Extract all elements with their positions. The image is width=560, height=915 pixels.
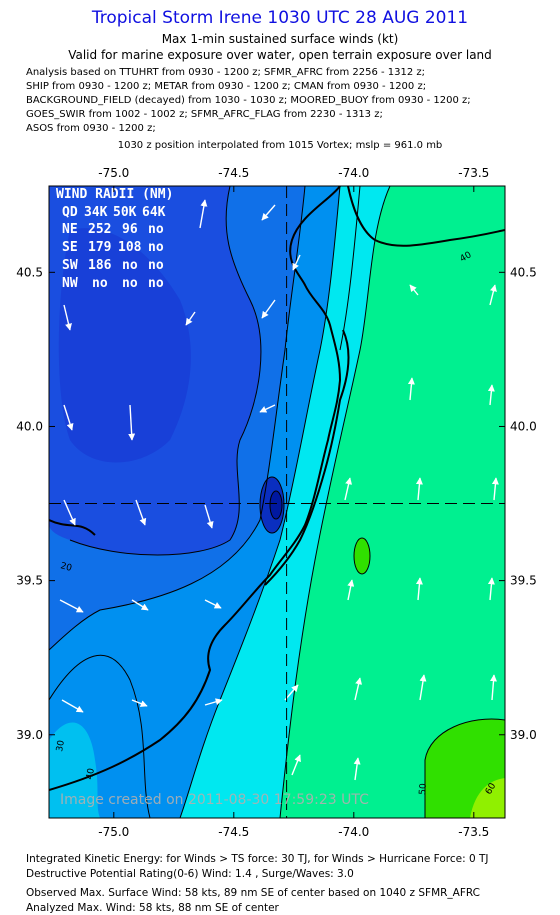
wind-radii-cell: no xyxy=(148,258,164,273)
wind-radii-cell: NW xyxy=(62,276,78,291)
wind-radii-cell: 108 xyxy=(118,240,142,255)
analysis-line: Analysis based on TTUHRT from 0930 - 120… xyxy=(26,67,426,78)
y-tick-label: 39.5 xyxy=(16,574,43,588)
wind-radii-legend: WIND RADII (NM) QD 34K 50K 64K NE 252 96… xyxy=(56,187,173,291)
contour-label: 40 xyxy=(85,767,97,780)
wind-radii-cell: 179 xyxy=(88,240,111,255)
wind-radii-cell: no xyxy=(122,258,138,273)
analyzed-max-wind: Analyzed Max. Wind: 58 kts, 88 nm SE of … xyxy=(26,902,279,914)
x-tick-label: -74.0 xyxy=(338,825,369,839)
wind-radii-row: SW 186 no no xyxy=(62,258,164,273)
y-tick-label: 39.0 xyxy=(16,728,43,742)
coastline xyxy=(49,186,505,791)
wind-radii-col: 64K xyxy=(142,205,166,220)
observed-max-wind: Observed Max. Surface Wind: 58 kts, 89 n… xyxy=(26,887,481,899)
wind-radii-cell: SE xyxy=(62,240,78,255)
analysis-line: SHIP from 0930 - 1200 z; METAR from 0930… xyxy=(26,81,427,92)
wind-max-cell xyxy=(353,537,371,575)
y-tick-label: 40.5 xyxy=(510,265,537,279)
wind-radii-cell: 96 xyxy=(122,222,138,237)
contour-lines xyxy=(49,186,505,818)
map-title: Tropical Storm Irene 1030 UTC 28 AUG 201… xyxy=(91,8,469,28)
wind-radii-cell: NE xyxy=(62,222,78,237)
wind-band-sw-inner xyxy=(49,722,100,818)
wind-radii-row: NE 252 96 no xyxy=(62,222,164,237)
y-tick-label: 40.5 xyxy=(16,265,43,279)
wind-radii-cell: no xyxy=(148,222,164,237)
wind-radii-row: SE 179 108 no xyxy=(62,240,164,255)
x-tick-label: -74.0 xyxy=(338,166,369,180)
image-watermark: Image created on 2011-08-30 17:59:23 UTC xyxy=(60,792,369,808)
wind-band-10 xyxy=(58,228,191,463)
y-axis-right: 40.5 40.0 39.5 39.0 xyxy=(499,265,537,742)
wind-radii-columns: QD 34K 50K 64K xyxy=(62,205,166,220)
wind-radii-header: WIND RADII (NM) xyxy=(56,187,173,202)
y-tick-label: 40.0 xyxy=(510,419,537,433)
x-axis-bottom: -75.0 -74.5 -74.0 -73.5 xyxy=(98,812,489,839)
wind-radii-cell: no xyxy=(122,276,138,291)
contour-label: 20 xyxy=(59,561,73,574)
x-tick-label: -73.5 xyxy=(458,825,489,839)
wind-radii-row: NW no no no xyxy=(62,276,164,291)
ike-summary: Integrated Kinetic Energy: for Winds > T… xyxy=(26,853,489,865)
contour-label: 50 xyxy=(418,783,429,796)
wind-band-60 xyxy=(470,778,505,818)
position-note: 1030 z position interpolated from 1015 V… xyxy=(117,140,443,151)
contour-value-labels: 20 30 40 40 50 60 xyxy=(55,250,498,796)
map-exposure-note: Valid for marine exposure over water, op… xyxy=(68,48,492,62)
analysis-line: BACKGROUND_FIELD (decayed) from 1030 - 1… xyxy=(26,95,471,106)
wind-vectors xyxy=(59,199,499,781)
x-tick-label: -74.5 xyxy=(218,166,249,180)
destructive-potential: Destructive Potential Rating(0-6) Wind: … xyxy=(26,868,354,880)
y-axis-left: 40.5 40.0 39.5 39.0 xyxy=(16,265,55,742)
analysis-line: GOES_SWIR from 1002 - 1002 z; SFMR_AFRC_… xyxy=(26,109,383,120)
map-subtitle: Max 1-min sustained surface winds (kt) xyxy=(161,32,399,46)
y-tick-label: 39.5 xyxy=(510,574,537,588)
center-crosshair xyxy=(49,186,505,818)
x-tick-label: -74.5 xyxy=(218,825,249,839)
wind-radii-cell: 252 xyxy=(88,222,111,237)
y-tick-label: 40.0 xyxy=(16,419,43,433)
wind-radii-col: 50K xyxy=(113,205,137,220)
contour-label: 30 xyxy=(55,739,67,752)
x-tick-label: -75.0 xyxy=(98,166,129,180)
wind-radii-cell: no xyxy=(92,276,108,291)
analysis-line: ASOS from 0930 - 1200 z; xyxy=(26,123,156,134)
x-axis-top: -75.0 -74.5 -74.0 -73.5 xyxy=(98,166,489,192)
wind-radii-col: 34K xyxy=(84,205,108,220)
x-tick-label: -73.5 xyxy=(458,166,489,180)
wind-radii-cell: 186 xyxy=(88,258,112,273)
wind-radii-cell: no xyxy=(148,240,164,255)
wind-radii-col: QD xyxy=(62,205,78,220)
wind-radii-cell: no xyxy=(148,276,164,291)
map-frame xyxy=(48,185,506,819)
wind-min-core-inner xyxy=(269,490,283,520)
wind-radii-cell: SW xyxy=(62,258,78,273)
x-tick-label: -75.0 xyxy=(98,825,129,839)
wind-field: 20 30 40 40 50 60 WIND RADII (NM) QD 34K… xyxy=(49,186,505,818)
y-tick-label: 39.0 xyxy=(510,728,537,742)
